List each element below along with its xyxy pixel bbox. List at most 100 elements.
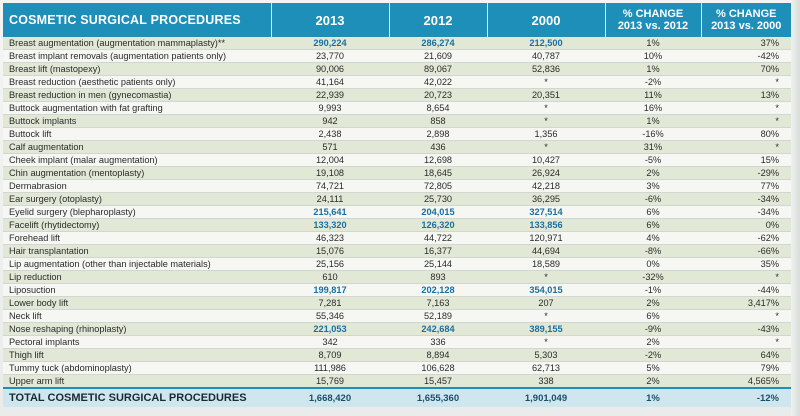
table-row: Chin augmentation (mentoplasty) 19,108 18,…: [3, 166, 791, 180]
procedure-name: Pectoral implants: [3, 335, 271, 349]
value-2000: 52,836: [487, 62, 605, 76]
change-2013-vs-2000: 3,417%: [701, 296, 791, 310]
value-2013: 942: [271, 114, 389, 128]
value-2013: 111,986: [271, 361, 389, 375]
change-2013-vs-2000: 13%: [701, 88, 791, 102]
change-2013-vs-2012: -5%: [605, 153, 701, 167]
value-2013: 12,004: [271, 153, 389, 167]
procedure-name: Dermabrasion: [3, 179, 271, 193]
value-2000: 120,971: [487, 231, 605, 245]
procedure-name: Liposuction: [3, 283, 271, 297]
value-2013: 24,111: [271, 192, 389, 206]
value-2013: 15,769: [271, 374, 389, 389]
total-change-2013-vs-2000: -12%: [701, 387, 791, 407]
value-2013: 133,320: [271, 218, 389, 232]
value-2012: 893: [389, 270, 487, 284]
value-2012: 18,645: [389, 166, 487, 180]
change-2013-vs-2012: 11%: [605, 88, 701, 102]
change-2013-vs-2012: -32%: [605, 270, 701, 284]
value-2012: 242,684: [389, 322, 487, 336]
value-2012: 15,457: [389, 374, 487, 389]
change-2013-vs-2012: 1%: [605, 114, 701, 128]
procedures-table: COSMETIC SURGICAL PROCEDURES 2013 2012 2…: [3, 3, 791, 407]
value-2012: 7,163: [389, 296, 487, 310]
value-2013: 215,641: [271, 205, 389, 219]
value-2012: 202,128: [389, 283, 487, 297]
table-row: Nose reshaping (rhinoplasty) 221,053 242,6…: [3, 322, 791, 336]
value-2000: 207: [487, 296, 605, 310]
change-2013-vs-2012: 1%: [605, 62, 701, 76]
header-change-a-line2: 2013 vs. 2012: [617, 20, 689, 32]
procedure-name: Nose reshaping (rhinoplasty): [3, 322, 271, 336]
value-2013: 25,156: [271, 257, 389, 271]
table-row: Lip reduction 610 893 * -32% *: [3, 270, 791, 284]
change-2013-vs-2012: 3%: [605, 179, 701, 193]
value-2013: 8,709: [271, 348, 389, 362]
value-2012: 436: [389, 140, 487, 154]
value-2013: 199,817: [271, 283, 389, 297]
change-2013-vs-2012: 16%: [605, 101, 701, 115]
change-2013-vs-2012: 5%: [605, 361, 701, 375]
table-row: Eyelid surgery (blepharoplasty) 215,641 20…: [3, 205, 791, 219]
change-2013-vs-2000: -34%: [701, 205, 791, 219]
header-change-a-line1: % CHANGE: [622, 8, 684, 20]
change-2013-vs-2000: 79%: [701, 361, 791, 375]
procedure-name: Tummy tuck (abdominoplasty): [3, 361, 271, 375]
value-2000: 18,589: [487, 257, 605, 271]
table-row: Ear surgery (otoplasty) 24,111 25,730 36,29…: [3, 192, 791, 206]
change-2013-vs-2012: -2%: [605, 75, 701, 89]
table-body: Breast augmentation (augmentation mammap…: [3, 37, 791, 389]
change-2013-vs-2000: *: [701, 270, 791, 284]
change-2013-vs-2000: 70%: [701, 62, 791, 76]
change-2013-vs-2012: 6%: [605, 205, 701, 219]
header-2000: 2000: [487, 3, 606, 37]
value-2000: 42,218: [487, 179, 605, 193]
value-2000: *: [487, 335, 605, 349]
value-2012: 16,377: [389, 244, 487, 258]
value-2000: 20,351: [487, 88, 605, 102]
value-2000: 354,015: [487, 283, 605, 297]
value-2012: 20,723: [389, 88, 487, 102]
procedure-name: Breast lift (mastopexy): [3, 62, 271, 76]
table-footer: TOTAL COSMETIC SURGICAL PROCEDURES 1,668…: [3, 387, 791, 407]
table-row: Neck lift 55,346 52,189 * 6% *: [3, 309, 791, 323]
change-2013-vs-2012: 2%: [605, 296, 701, 310]
change-2013-vs-2000: 37%: [701, 37, 791, 50]
change-2013-vs-2012: 4%: [605, 231, 701, 245]
value-2013: 19,108: [271, 166, 389, 180]
change-2013-vs-2012: -16%: [605, 127, 701, 141]
procedure-name: Lip reduction: [3, 270, 271, 284]
value-2013: 46,323: [271, 231, 389, 245]
value-2000: 212,500: [487, 37, 605, 50]
value-2013: 41,164: [271, 75, 389, 89]
value-2013: 290,224: [271, 37, 389, 50]
header-2012: 2012: [389, 3, 488, 37]
table-row: Forehead lift 46,323 44,722 120,971 4% -62%: [3, 231, 791, 245]
total-change-2013-vs-2012: 1%: [605, 387, 701, 407]
total-2012: 1,655,360: [389, 387, 487, 407]
change-2013-vs-2012: -2%: [605, 348, 701, 362]
value-2000: 5,303: [487, 348, 605, 362]
value-2000: 36,295: [487, 192, 605, 206]
page-edge-shadow: [791, 0, 800, 416]
procedure-name: Ear surgery (otoplasty): [3, 192, 271, 206]
header-change-2013-vs-2000: % CHANGE 2013 vs. 2000: [701, 3, 791, 37]
procedure-name: Facelift (rhytidectomy): [3, 218, 271, 232]
value-2012: 858: [389, 114, 487, 128]
header-procedure: COSMETIC SURGICAL PROCEDURES: [3, 3, 272, 37]
table-row: Breast lift (mastopexy) 90,006 89,067 52,83…: [3, 62, 791, 76]
value-2012: 106,628: [389, 361, 487, 375]
total-2000: 1,901,049: [487, 387, 605, 407]
value-2000: 1,356: [487, 127, 605, 141]
change-2013-vs-2000: 4,565%: [701, 374, 791, 389]
change-2013-vs-2000: -43%: [701, 322, 791, 336]
table-row: Lower body lift 7,281 7,163 207 2% 3,417%: [3, 296, 791, 310]
change-2013-vs-2000: *: [701, 140, 791, 154]
change-2013-vs-2012: -1%: [605, 283, 701, 297]
value-2012: 42,022: [389, 75, 487, 89]
value-2012: 25,144: [389, 257, 487, 271]
change-2013-vs-2000: 15%: [701, 153, 791, 167]
table-header: COSMETIC SURGICAL PROCEDURES 2013 2012 2…: [3, 3, 791, 37]
procedure-name: Forehead lift: [3, 231, 271, 245]
